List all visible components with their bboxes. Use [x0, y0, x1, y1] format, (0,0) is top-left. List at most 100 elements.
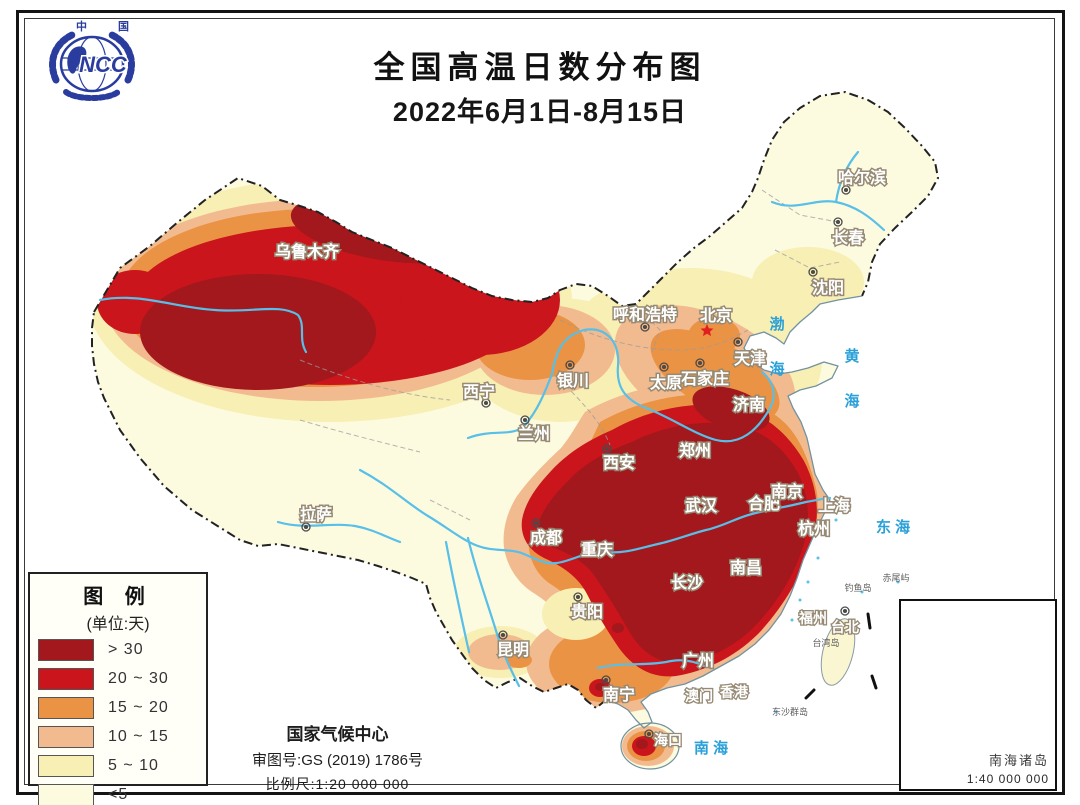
- city-marker: [833, 217, 843, 227]
- city-label: 银川: [557, 371, 589, 390]
- city-label: 西安: [603, 453, 635, 472]
- rivers: [98, 150, 886, 688]
- city-label: 石家庄: [680, 369, 729, 388]
- city-marker: [840, 606, 850, 616]
- sea-labels: 渤海 黄海 东 海 南 海 台湾岛 钓鱼岛 赤尾屿 东沙群岛: [694, 315, 910, 757]
- legend-title: 图 例: [83, 586, 153, 608]
- city-label: 长沙: [671, 573, 703, 592]
- legend-row: 20 ~ 30: [38, 665, 198, 692]
- city-marker: [565, 360, 575, 370]
- legend-swatch: [38, 783, 94, 805]
- island-label-dongsha: 东沙群岛: [772, 706, 808, 717]
- legend-swatch: [38, 754, 94, 777]
- island-label-diaoyu: 钓鱼岛: [844, 582, 871, 593]
- city-label: 武汉: [685, 496, 718, 515]
- legend-swatch: [38, 696, 94, 719]
- city-marker: [640, 322, 650, 332]
- city-marker: [659, 362, 669, 372]
- city-label: 广州: [682, 651, 714, 670]
- outer-frame: [16, 10, 1065, 795]
- city-label: 乌鲁木齐: [275, 242, 340, 261]
- city-label: 济南: [733, 395, 765, 414]
- city-label: 香港: [719, 684, 749, 700]
- legend-unit: (单位:天): [86, 616, 150, 633]
- legend-row: 10 ~ 15: [38, 723, 198, 750]
- globe-landmass: [67, 46, 87, 74]
- city-label: 海口: [654, 732, 682, 748]
- sea-label-bohai: 渤海: [768, 315, 785, 406]
- city-label: 呼和浩特: [613, 305, 677, 324]
- city-labels: 乌鲁木齐 哈尔滨 长春 沈阳 呼和浩特 北京 天津 石家庄 太原 银川 济南 西…: [273, 167, 887, 750]
- legend-range: 10 ~ 15: [108, 727, 169, 745]
- inset-islands-label: 南海诸岛: [988, 753, 1049, 768]
- south-china-sea-inset: 南海诸岛 1:40 000 000: [899, 599, 1057, 791]
- island-label-chiwei: 赤尾屿: [882, 573, 909, 583]
- approval-number: 审图号:GS (2019) 1786号: [252, 752, 423, 769]
- legend-range: 5 ~ 10: [108, 756, 159, 774]
- sea-label-south-sea: 南 海: [694, 739, 728, 757]
- legend: 图 例 (单位:天) > 30 20 ~ 30 15 ~ 20 10 ~ 15 …: [28, 572, 208, 805]
- city-marker: [733, 337, 743, 347]
- city-marker: [481, 398, 491, 408]
- city-marker: [573, 592, 583, 602]
- map-scale: 比例尺:1:20 000 000: [265, 776, 410, 792]
- inset-scale: 1:40 000 000: [966, 772, 1049, 786]
- city-label: 太原: [649, 373, 682, 392]
- city-label: 昆明: [497, 641, 529, 659]
- beijing-star-icon: [700, 324, 714, 337]
- map-subtitle: 2022年6月1日-8月15日: [392, 97, 688, 127]
- city-marker: [498, 630, 508, 640]
- city-label: 杭州: [798, 519, 830, 538]
- city-label: 北京: [700, 306, 732, 325]
- logo-acronym: NCC: [79, 52, 128, 77]
- logo-top-text: 中 国: [76, 19, 143, 33]
- city-label: 兰州: [518, 424, 550, 443]
- coastal-islands: [774, 518, 900, 714]
- city-label: 长春: [832, 228, 865, 247]
- sea-label-east-sea: 东 海: [876, 518, 910, 536]
- legend-range: <5: [108, 785, 129, 803]
- footer-credits: 国家气候中心 审图号:GS (2019) 1786号 比例尺:1:20 000 …: [230, 720, 445, 794]
- city-label: 郑州: [679, 441, 711, 460]
- legend-swatch: [38, 638, 94, 661]
- map-title: 全国高温日数分布图: [373, 50, 707, 85]
- city-marker: [602, 444, 612, 454]
- legend-range: > 30: [108, 640, 144, 658]
- city-label: 合肥: [748, 494, 780, 513]
- city-label: 台北: [831, 619, 859, 635]
- legend-swatch: [38, 667, 94, 690]
- city-label: 重庆: [581, 540, 613, 559]
- legend-row: <5: [38, 781, 198, 805]
- province-borders: [299, 189, 841, 521]
- city-marker: [301, 522, 311, 532]
- city-label: 福州: [798, 610, 827, 626]
- ncc-logo: 中 国 NCC: [49, 19, 143, 101]
- laurel-left: [49, 31, 76, 84]
- city-label: 沈阳: [812, 278, 844, 297]
- inner-frame: [24, 18, 1055, 785]
- city-label: 哈尔滨: [838, 168, 886, 187]
- city-label: 拉萨: [300, 505, 332, 524]
- city-marker: [531, 518, 541, 528]
- sea-label-yellow-sea: 黄海: [843, 347, 860, 438]
- heat-layers: [92, 178, 864, 766]
- city-label: 西宁: [463, 382, 495, 401]
- org-name: 国家气候中心: [286, 725, 389, 744]
- city-label: 南昌: [730, 558, 762, 577]
- legend-row: 15 ~ 20: [38, 694, 198, 721]
- legend-swatch: [38, 725, 94, 748]
- legend-row: 5 ~ 10: [38, 752, 198, 779]
- legend-range: 20 ~ 30: [108, 669, 169, 687]
- city-marker: [695, 358, 705, 368]
- legend-row: > 30: [38, 636, 198, 663]
- city-marker: [808, 267, 818, 277]
- laurel-bottom: [63, 89, 121, 101]
- city-marker: [601, 675, 611, 685]
- island-label-taiwan: 台湾岛: [812, 637, 839, 648]
- laurel-right: [108, 31, 135, 84]
- city-label: 澳门: [685, 688, 713, 704]
- city-label: 南京: [771, 482, 803, 501]
- city-label: 成都: [530, 528, 562, 547]
